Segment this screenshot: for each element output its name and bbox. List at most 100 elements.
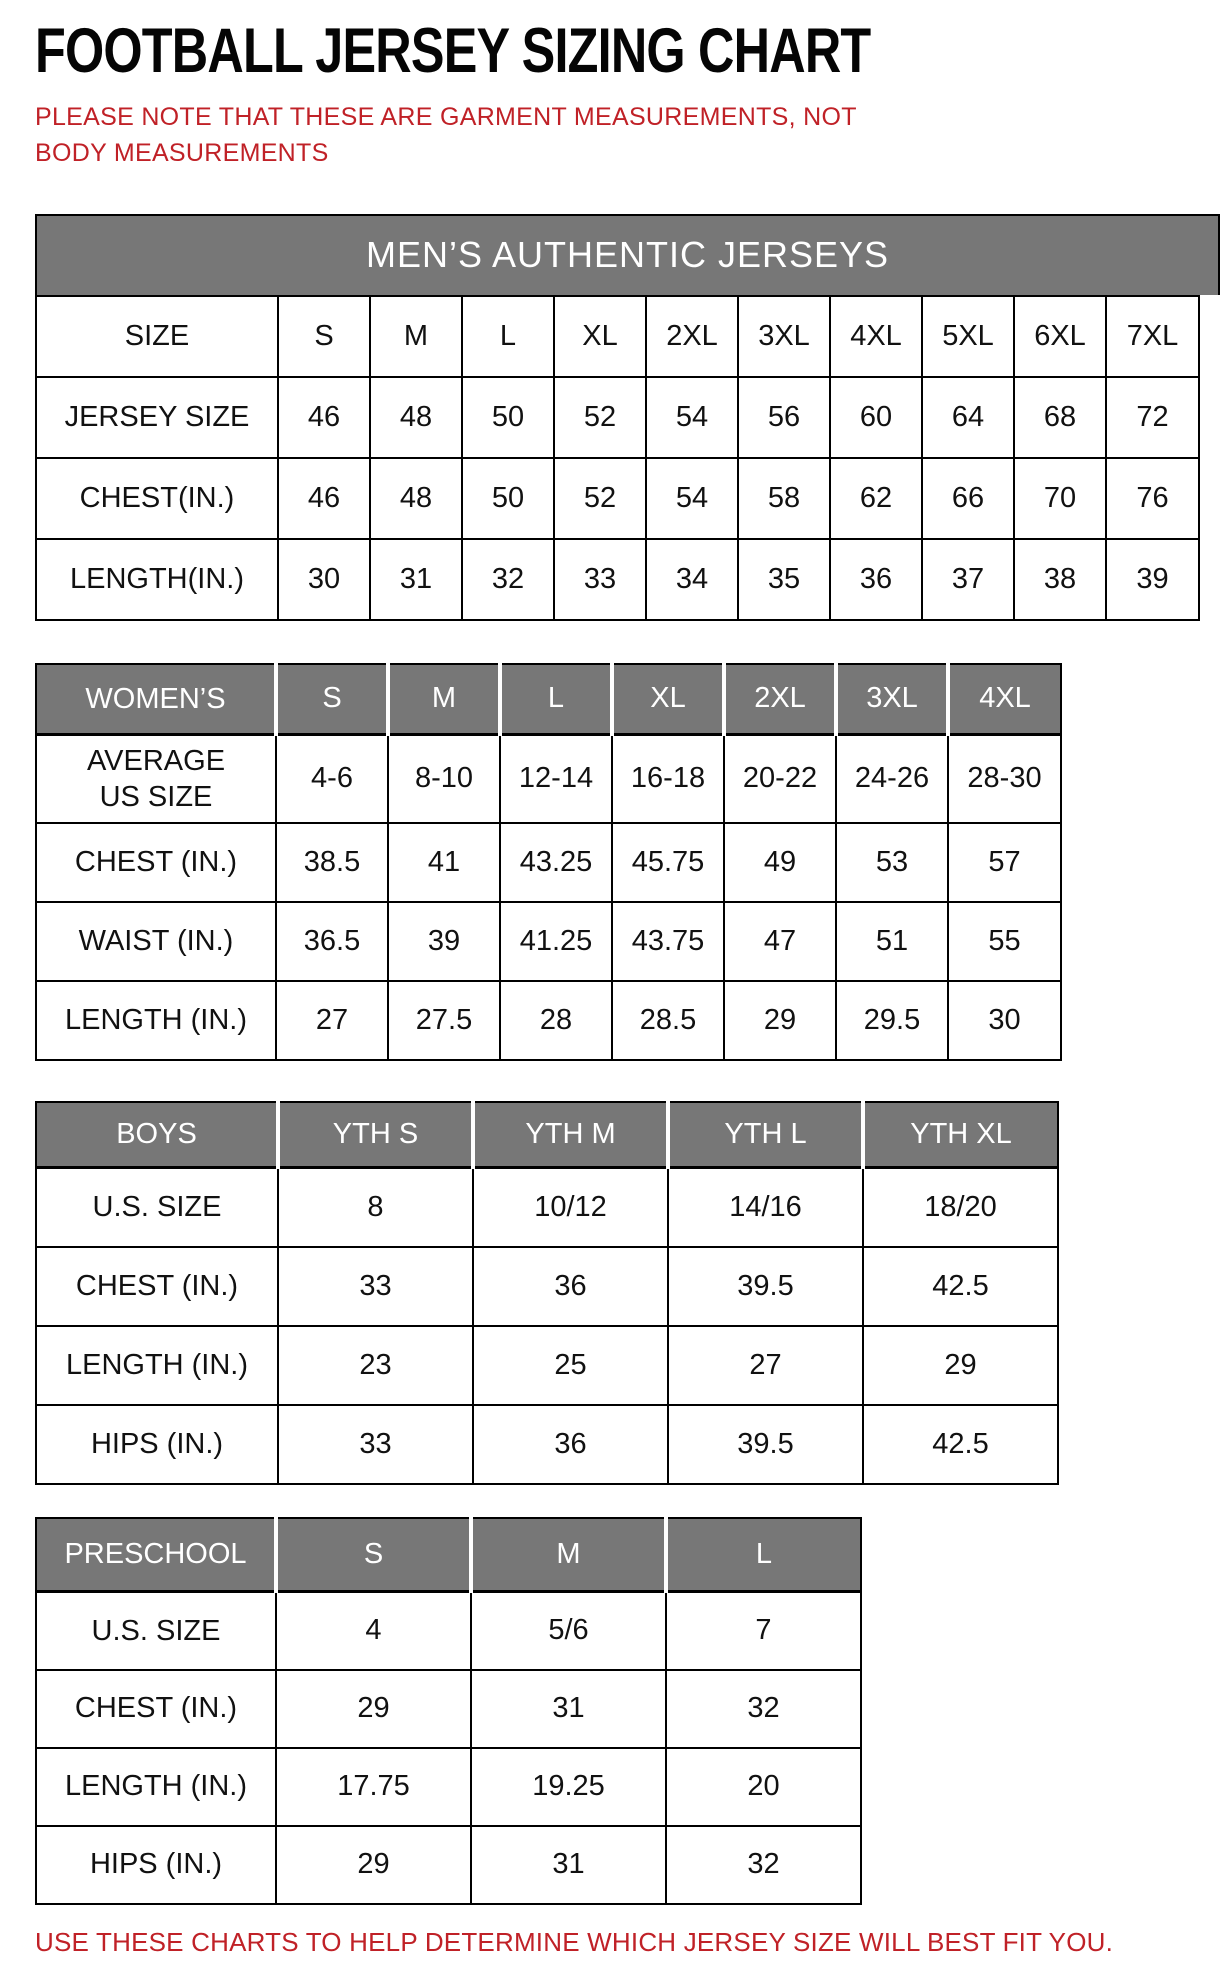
value-cell: 42.5 bbox=[862, 1245, 1059, 1327]
value-cell: 70 bbox=[1013, 456, 1107, 540]
value-cell: 62 bbox=[829, 456, 923, 540]
table-row: WAIST (IN.) 36.5 39 41.25 43.75 47 51 55 bbox=[35, 900, 1062, 982]
value-cell: 49 bbox=[723, 821, 837, 903]
row-label: SIZE bbox=[35, 294, 279, 378]
value-cell: 28.5 bbox=[611, 979, 725, 1061]
row-label: CHEST (IN.) bbox=[35, 1245, 279, 1327]
boys-sizing-table: BOYS YTH S YTH M YTH L YTH XL U.S. SIZE 8 10/12… bbox=[35, 1100, 1059, 1485]
value-cell: 29 bbox=[275, 1824, 472, 1905]
mens-sizing-table: SIZE S M L XL 2XL 3XL 4XL 5XL 6XL 7XL JERSEY SIZE 46… bbox=[35, 294, 1200, 621]
row-label: LENGTH (IN.) bbox=[35, 1324, 279, 1406]
value-cell: 7 bbox=[665, 1590, 862, 1671]
value-cell: 4-6 bbox=[275, 733, 389, 824]
value-cell: 4XL bbox=[946, 662, 1062, 736]
mens-jerseys-section: MEN’S AUTHENTIC JERSEYS SIZE S M L XL 2XL 3XL 4… bbox=[35, 213, 1220, 621]
value-cell: 37 bbox=[921, 537, 1015, 621]
value-cell: 2XL bbox=[722, 662, 838, 736]
value-cell: 20-22 bbox=[723, 733, 837, 824]
value-cell: 30 bbox=[947, 979, 1062, 1061]
value-cell: 3XL bbox=[834, 662, 950, 736]
size-header-row: WOMEN’S S M L XL 2XL 3XL 4XL bbox=[35, 662, 1062, 736]
value-cell: 46 bbox=[277, 375, 371, 459]
value-cell: L bbox=[461, 294, 555, 378]
value-cell: 41.25 bbox=[499, 900, 613, 982]
mens-jerseys-banner: MEN’S AUTHENTIC JERSEYS bbox=[35, 213, 1220, 295]
value-cell: 31 bbox=[470, 1668, 667, 1749]
page-title: FOOTBALL JERSEY SIZING CHART bbox=[35, 20, 1220, 83]
value-cell: 29 bbox=[275, 1668, 472, 1749]
value-cell: 41 bbox=[387, 821, 501, 903]
value-cell: 5/6 bbox=[470, 1590, 667, 1671]
value-cell: 56 bbox=[737, 375, 831, 459]
row-label: WAIST (IN.) bbox=[35, 900, 277, 982]
fit-advice-note: USE THESE CHARTS TO HELP DETERMINE WHICH… bbox=[35, 1926, 1114, 1957]
table-row: LENGTH (IN.) 23 25 27 29 bbox=[35, 1324, 1059, 1406]
row-label: LENGTH(IN.) bbox=[35, 537, 279, 621]
value-cell: 27 bbox=[275, 979, 389, 1061]
value-cell: 36.5 bbox=[275, 900, 389, 982]
value-cell: 38.5 bbox=[275, 821, 389, 903]
value-cell: 54 bbox=[645, 456, 739, 540]
value-cell: 52 bbox=[553, 375, 647, 459]
value-cell: 4XL bbox=[829, 294, 923, 378]
value-cell: 51 bbox=[835, 900, 949, 982]
row-label: U.S. SIZE bbox=[35, 1166, 279, 1248]
value-cell: 27 bbox=[667, 1324, 864, 1406]
value-cell: 16-18 bbox=[611, 733, 725, 824]
value-cell: 19.25 bbox=[470, 1746, 667, 1827]
value-cell: 52 bbox=[553, 456, 647, 540]
value-cell: 32 bbox=[665, 1824, 862, 1905]
value-cell: L bbox=[498, 662, 614, 736]
value-cell: 33 bbox=[277, 1245, 474, 1327]
value-cell: 30 bbox=[277, 537, 371, 621]
row-label: WOMEN’S bbox=[35, 662, 278, 736]
size-header-row: BOYS YTH S YTH M YTH L YTH XL bbox=[35, 1100, 1059, 1169]
value-cell: 48 bbox=[369, 375, 463, 459]
value-cell: 23 bbox=[277, 1324, 474, 1406]
value-cell: 5XL bbox=[921, 294, 1015, 378]
value-cell: 31 bbox=[470, 1824, 667, 1905]
table-row: LENGTH (IN.) 17.75 19.25 20 bbox=[35, 1746, 862, 1827]
value-cell: 48 bbox=[369, 456, 463, 540]
value-cell: 33 bbox=[553, 537, 647, 621]
row-label: JERSEY SIZE bbox=[35, 375, 279, 459]
garment-measurement-note: PLEASE NOTE THAT THESE ARE GARMENT MEASU… bbox=[35, 103, 857, 168]
table-row: SIZE S M L XL 2XL 3XL 4XL 5XL 6XL 7XL bbox=[35, 294, 1200, 378]
table-row: U.S. SIZE 4 5/6 7 bbox=[35, 1590, 862, 1671]
value-cell: 33 bbox=[277, 1403, 474, 1485]
row-label: LENGTH (IN.) bbox=[35, 1746, 277, 1827]
value-cell: 8-10 bbox=[387, 733, 501, 824]
table-row: CHEST(IN.) 46 48 50 52 54 58 62 66 70 76 bbox=[35, 456, 1200, 540]
row-label: CHEST(IN.) bbox=[35, 456, 279, 540]
value-cell: 4 bbox=[275, 1590, 472, 1671]
table-row: JERSEY SIZE 46 48 50 52 54 56 60 64 68 72 bbox=[35, 375, 1200, 459]
page-title-text: FOOTBALL JERSEY SIZING CHART bbox=[35, 16, 871, 86]
value-cell: 36 bbox=[829, 537, 923, 621]
value-cell: S bbox=[274, 662, 390, 736]
value-cell: L bbox=[664, 1516, 862, 1593]
table-row: CHEST (IN.) 29 31 32 bbox=[35, 1668, 862, 1749]
value-cell: 57 bbox=[947, 821, 1062, 903]
value-cell: M bbox=[386, 662, 502, 736]
value-cell: YTH M bbox=[471, 1100, 670, 1169]
row-label: CHEST (IN.) bbox=[35, 1668, 277, 1749]
row-label: HIPS (IN.) bbox=[35, 1403, 279, 1485]
value-cell: 14/16 bbox=[667, 1166, 864, 1248]
value-cell: 39.5 bbox=[667, 1403, 864, 1485]
row-label: CHEST (IN.) bbox=[35, 821, 277, 903]
value-cell: S bbox=[274, 1516, 473, 1593]
value-cell: YTH L bbox=[666, 1100, 865, 1169]
value-cell: 28 bbox=[499, 979, 613, 1061]
value-cell: 28-30 bbox=[947, 733, 1062, 824]
value-cell: 7XL bbox=[1105, 294, 1200, 378]
value-cell: 29 bbox=[723, 979, 837, 1061]
womens-sizing-table: WOMEN’S S M L XL 2XL 3XL 4XL AVERAGE US SIZE 4-6 8… bbox=[35, 662, 1062, 1061]
value-cell: 34 bbox=[645, 537, 739, 621]
value-cell: YTH XL bbox=[861, 1100, 1059, 1169]
value-cell: 58 bbox=[737, 456, 831, 540]
value-cell: 39 bbox=[387, 900, 501, 982]
value-cell: 29.5 bbox=[835, 979, 949, 1061]
value-cell: 43.25 bbox=[499, 821, 613, 903]
value-cell: 55 bbox=[947, 900, 1062, 982]
